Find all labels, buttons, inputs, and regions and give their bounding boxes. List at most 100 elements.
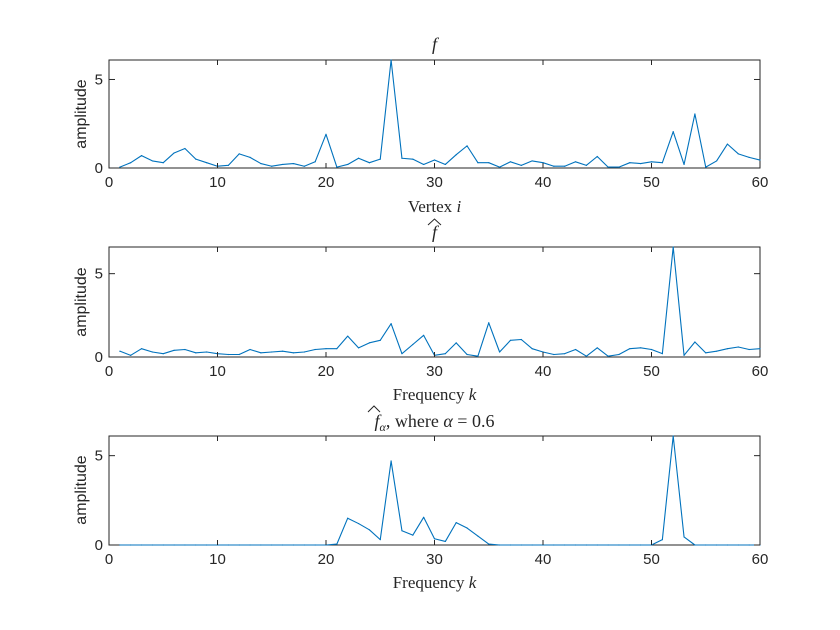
data-point xyxy=(140,348,143,350)
data-point xyxy=(347,517,349,519)
x-tick-label: 30 xyxy=(426,174,443,191)
data-point xyxy=(325,348,327,350)
data-point xyxy=(748,348,750,351)
y-tick-label: 5 xyxy=(95,448,103,465)
data-point xyxy=(184,348,186,351)
data-point xyxy=(260,544,262,546)
data-point xyxy=(748,156,750,158)
data-point xyxy=(509,161,512,163)
data-point xyxy=(130,162,132,164)
data-point xyxy=(292,162,295,165)
data-point xyxy=(705,166,707,168)
data-point xyxy=(249,544,251,546)
data-point xyxy=(227,164,229,166)
data-point xyxy=(184,544,186,546)
data-point xyxy=(401,353,403,355)
x-axis-label-3: Frequency k xyxy=(393,573,477,592)
data-point xyxy=(531,160,533,162)
y-axis-label-3: amplitude xyxy=(73,455,90,524)
data-point xyxy=(477,162,479,164)
data-point xyxy=(553,544,555,546)
data-point xyxy=(520,544,522,546)
data-point xyxy=(574,161,577,163)
subplot-title-2: f xyxy=(427,218,442,242)
x-tick-label: 0 xyxy=(105,363,113,380)
data-point xyxy=(716,160,718,162)
data-point xyxy=(618,353,620,356)
data-point xyxy=(672,435,674,437)
data-point xyxy=(325,133,327,135)
data-point xyxy=(683,163,685,166)
data-point xyxy=(726,348,729,350)
data-point xyxy=(368,162,370,164)
data-point xyxy=(499,166,501,168)
y-tick-label: 5 xyxy=(95,71,103,88)
data-point xyxy=(509,544,512,546)
data-point xyxy=(564,544,566,546)
axes-box-1 xyxy=(108,59,761,169)
data-point xyxy=(173,349,175,351)
data-point xyxy=(585,544,588,546)
data-point xyxy=(423,163,425,166)
data-point xyxy=(357,522,360,525)
series-line-1 xyxy=(119,59,761,168)
data-point xyxy=(151,351,153,353)
data-point xyxy=(119,544,121,546)
hat-accent-2 xyxy=(427,218,442,226)
data-point xyxy=(455,522,457,524)
data-point xyxy=(292,352,295,354)
data-point xyxy=(195,158,197,160)
y-tick-label: 5 xyxy=(95,266,103,283)
subplot-title-1: f xyxy=(432,34,440,54)
y-tick-label: 0 xyxy=(95,537,103,554)
series-line-2 xyxy=(119,246,761,357)
data-point xyxy=(206,162,208,164)
data-point xyxy=(650,348,653,351)
y-tick-group-1: 05 xyxy=(95,71,760,177)
hat-accent-3 xyxy=(367,405,381,413)
data-point xyxy=(607,355,609,357)
data-point xyxy=(282,350,284,352)
data-point xyxy=(433,159,436,161)
x-tick-label: 60 xyxy=(752,363,769,380)
data-point xyxy=(271,165,273,167)
data-point xyxy=(140,544,143,546)
data-point xyxy=(260,162,262,165)
data-point xyxy=(206,351,208,353)
data-point xyxy=(271,544,273,546)
subplot-1: 0 10 20 30 40 50 60 05 f Vertex i amplitude xyxy=(73,34,768,216)
x-tick-label: 30 xyxy=(426,363,443,380)
data-point xyxy=(531,348,533,350)
series-line-3 xyxy=(119,435,760,546)
data-point xyxy=(292,544,295,546)
data-point xyxy=(596,544,598,546)
data-point xyxy=(119,350,121,352)
data-point xyxy=(531,544,533,546)
data-point xyxy=(119,166,121,168)
data-point xyxy=(423,516,425,518)
data-point xyxy=(585,355,588,357)
data-point xyxy=(195,544,197,546)
data-point xyxy=(640,544,642,546)
data-point xyxy=(705,544,707,546)
x-axis-label-2: Frequency k xyxy=(393,385,477,404)
subplot-title-3: fα, where α = 0.6 xyxy=(367,405,494,434)
data-point xyxy=(672,131,674,133)
data-point xyxy=(303,165,305,167)
y-axis-label-2: amplitude xyxy=(73,267,90,336)
data-point xyxy=(423,334,425,336)
x-tick-label: 60 xyxy=(752,551,769,568)
data-point xyxy=(444,353,446,355)
data-point xyxy=(716,350,718,352)
data-point xyxy=(640,347,642,349)
data-point xyxy=(488,162,490,164)
data-point xyxy=(336,166,338,168)
data-point xyxy=(629,544,631,546)
data-point xyxy=(509,339,512,341)
x-tick-group-2: 0 10 20 30 40 50 60 xyxy=(105,247,769,380)
x-tick-label: 10 xyxy=(209,174,226,191)
data-point xyxy=(607,166,609,168)
x-tick-label: 60 xyxy=(752,174,769,191)
data-point xyxy=(683,536,685,538)
x-tick-label: 0 xyxy=(105,551,113,568)
